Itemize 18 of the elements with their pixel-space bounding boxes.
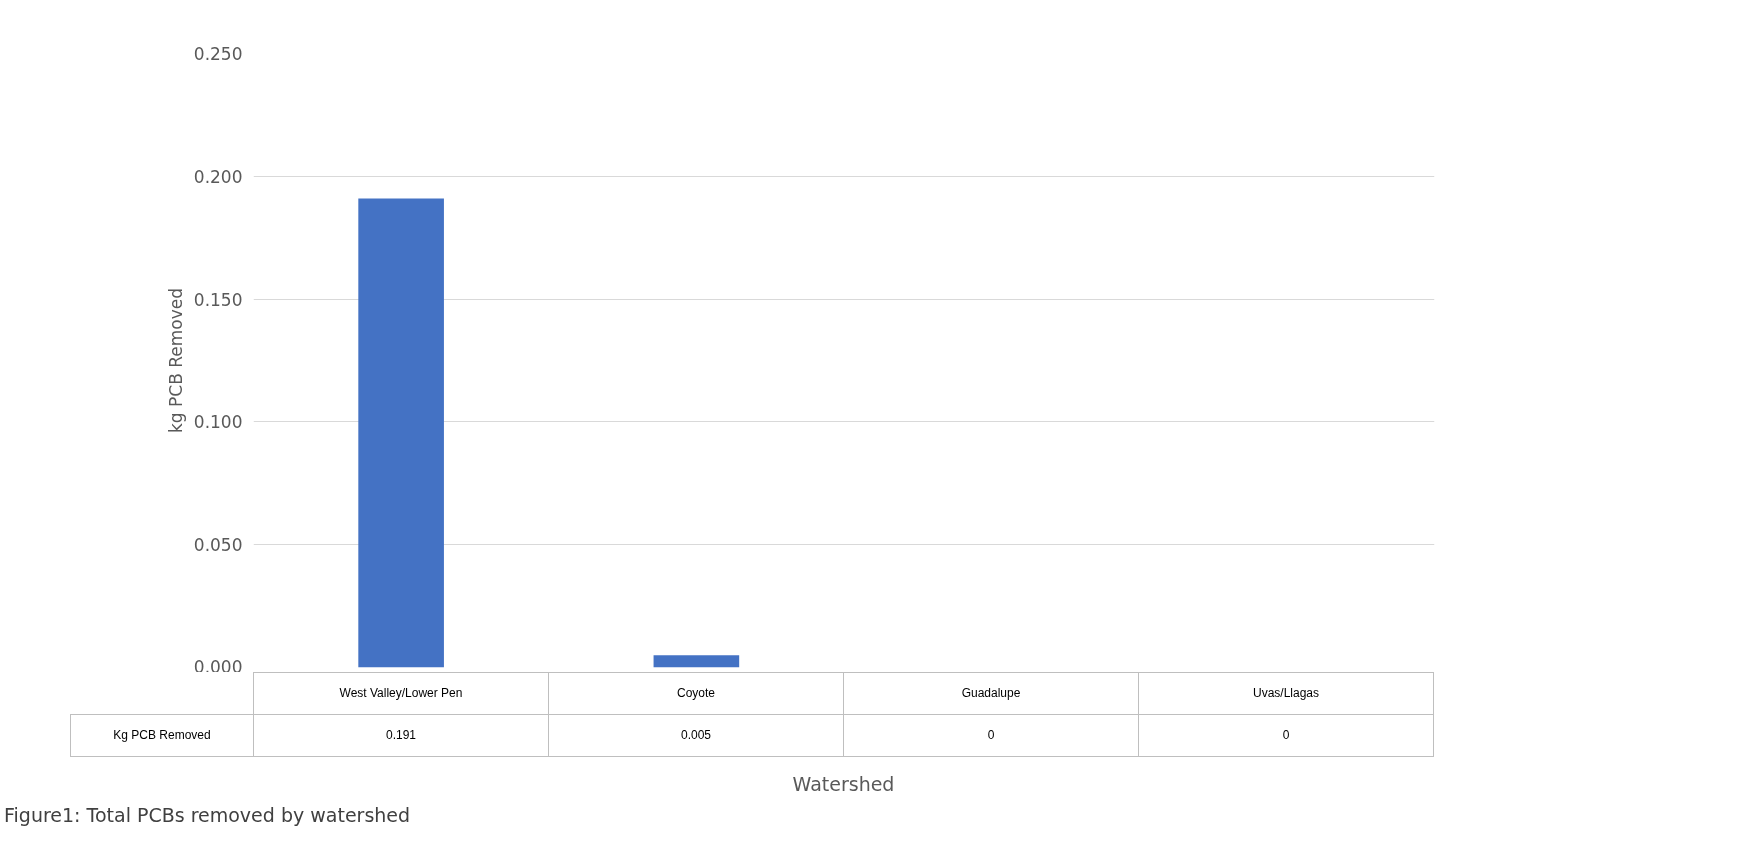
x-tick-label: West Valley/Lower Pen <box>253 672 549 715</box>
y-tick-label: 0.000 <box>193 656 243 677</box>
caption: Figure1: Total PCBs removed by watershed <box>4 803 411 828</box>
text: Kg PCB Removed <box>70 714 254 757</box>
x-tick-label: Coyote <box>548 672 844 715</box>
y-tick-label: 0.250 <box>193 44 243 64</box>
x-axis-title: Watershed <box>791 772 896 797</box>
data-label: 0.005 <box>548 714 844 757</box>
y-tick-label: 0.200 <box>193 166 243 187</box>
data-label: 0 <box>1138 714 1434 757</box>
y-axis-title: kg PCB Removed <box>165 287 186 433</box>
y-tick-label: 0.050 <box>193 535 243 556</box>
x-tick-label: Uvas/Llagas <box>1138 672 1434 715</box>
y-tick-label: 0.150 <box>193 289 243 310</box>
y-tick-label: 0.100 <box>193 412 243 433</box>
data-label: 0.191 <box>253 714 549 757</box>
x-tick-label: Guadalupe <box>843 672 1139 715</box>
data-label: 0 <box>843 714 1139 757</box>
